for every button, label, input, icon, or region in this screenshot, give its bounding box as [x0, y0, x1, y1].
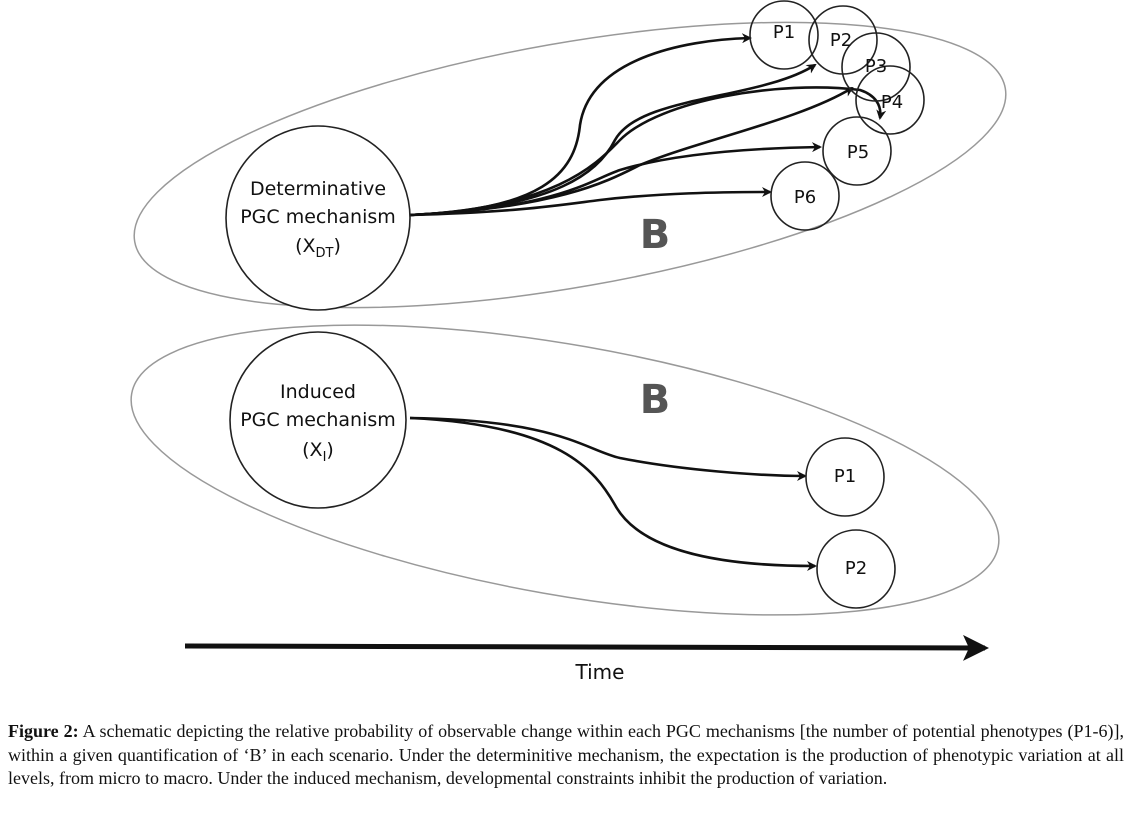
phenotype-label: P5 [847, 142, 869, 163]
phenotypes: P1 P2 P3 P4 P5 P6 P1 P2 [749, 0, 925, 609]
symbol-sub: I [323, 450, 327, 465]
node-label: Induced [280, 381, 356, 403]
arrows [409, 33, 887, 571]
phenotype-node [816, 529, 896, 609]
caption-label: Figure 2: [8, 721, 79, 741]
node-label: PGC mechanism [240, 409, 396, 431]
symbol-part: ) [333, 235, 340, 257]
phenotype-node [841, 32, 911, 102]
phenotype-node [749, 0, 819, 70]
phenotype-label: P1 [834, 466, 856, 487]
scope-ellipse [133, 21, 1007, 309]
phenotype-node [805, 437, 885, 517]
b-label: B [640, 377, 671, 423]
diagram: Determinative PGC mechanism (XDT) Induce… [130, 0, 1007, 684]
phenotype-node [855, 65, 925, 135]
caption-text: A schematic depicting the relative proba… [8, 721, 1124, 788]
time-arrow [184, 634, 989, 661]
phenotype-label: P3 [865, 56, 887, 77]
caption: Figure 2: A schematic depicting the rela… [8, 720, 1124, 791]
node-symbol: (XDT) [295, 235, 341, 261]
phenotype-label: P2 [830, 30, 852, 51]
node-label: Determinative [250, 178, 386, 200]
symbol-part: (X [295, 235, 315, 257]
symbol-part: ) [326, 439, 333, 461]
node-label: PGC mechanism [240, 206, 396, 228]
phenotype-node [822, 116, 892, 186]
symbol-sub: DT [316, 246, 334, 261]
phenotype-label: P1 [773, 22, 795, 43]
b-label: B [640, 212, 671, 258]
axis-label: Time [575, 660, 625, 684]
phenotype-label: P4 [881, 92, 903, 113]
symbol-part: (X [302, 439, 322, 461]
phenotype-label: P6 [794, 187, 816, 208]
mechanism-node [229, 331, 407, 509]
node-symbol: (XI) [302, 439, 334, 465]
mechanism-node [225, 125, 411, 311]
scope-ellipse [130, 324, 1000, 616]
phenotype-node [770, 161, 840, 231]
phenotype-label: P2 [845, 558, 867, 579]
